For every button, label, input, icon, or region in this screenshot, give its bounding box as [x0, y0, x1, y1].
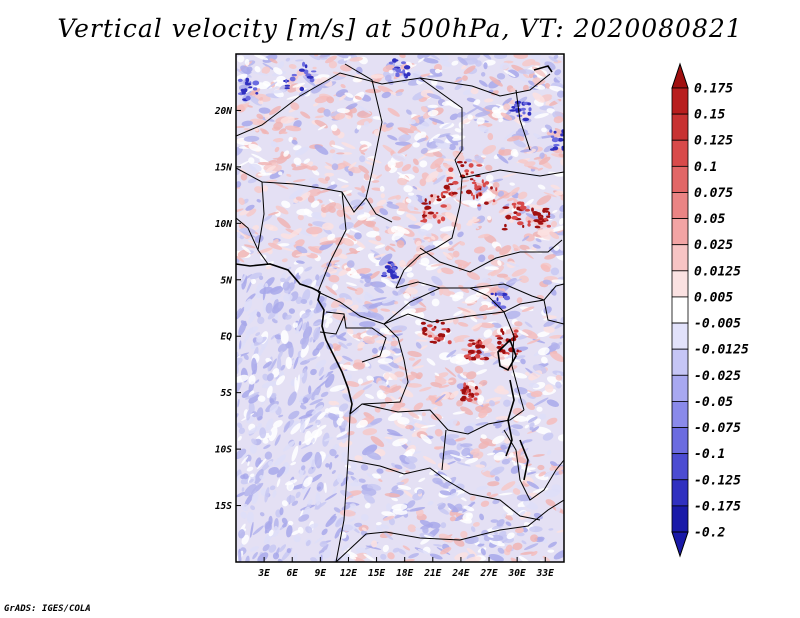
border-line: [383, 311, 505, 325]
colorbar-segment: [671, 139, 689, 167]
colorbar-segment: [671, 218, 689, 246]
lat-tick-label: 10N: [215, 219, 232, 230]
latitude-axis: 20N 15N 10N 5N EQ 5S 10S 15S: [214, 106, 241, 512]
colorbar-label: 0.125: [694, 134, 733, 149]
lon-tick-label: 12E: [340, 568, 357, 579]
colorbar-label: -0.175: [694, 499, 741, 514]
colorbar-label: 0.005: [694, 290, 733, 305]
coastline: [533, 65, 553, 73]
colorbar-label: 0.0125: [694, 264, 741, 279]
colorbar-bottom-arrow: [671, 531, 689, 558]
lon-tick-label: 15E: [368, 568, 385, 579]
lon-tick-label: 6E: [287, 568, 299, 579]
border-line: [344, 63, 393, 223]
colorbar-segment: [671, 427, 689, 455]
colorbar-label: -0.075: [694, 421, 741, 436]
velocity-field: [236, 54, 564, 562]
coastline: [497, 338, 517, 372]
border-line: [419, 73, 551, 97]
lat-tick-label: 15N: [215, 162, 232, 173]
longitude-axis: 3E 6E 9E 12E 15E 18E 21E 24E 27E 30E 33E: [257, 557, 554, 579]
chart-title: Vertical velocity [m/s] at 500hPa, VT: 2…: [57, 14, 743, 43]
lon-tick-label: 21E: [423, 568, 441, 579]
colorbar-label: 0.15: [694, 108, 725, 123]
colorbar-segment: [671, 113, 689, 141]
coastline: [505, 379, 515, 457]
border-line: [257, 181, 265, 251]
border-line: [395, 281, 441, 289]
colorbar-segment: [671, 192, 689, 219]
border-line: [441, 429, 447, 471]
lon-tick-label: 24E: [451, 568, 469, 579]
colorbar-label: 0.05: [694, 212, 725, 227]
colorbar-segment: [671, 348, 689, 376]
border-line: [325, 311, 387, 363]
lat-tick-label: 10S: [215, 445, 232, 456]
colorbar-segment: [671, 505, 689, 533]
lon-tick-label: 33E: [536, 568, 554, 579]
map-frame: [235, 53, 565, 563]
colorbar-label: 0.175: [694, 82, 733, 97]
border-line: [317, 283, 545, 325]
border-line: [461, 169, 564, 179]
lat-tick-label: 15S: [215, 501, 232, 512]
border-line: [319, 315, 345, 335]
colorbar-label: -0.2: [694, 526, 725, 541]
lat-tick-label: 5N: [221, 275, 233, 286]
border-line: [335, 413, 351, 562]
colorbar-segment: [671, 479, 689, 507]
colorbar-segment: [671, 244, 689, 272]
colorbar-segment: [671, 165, 689, 193]
lon-tick-label: 9E: [315, 568, 327, 579]
border-line: [347, 459, 541, 521]
border-line: [515, 89, 531, 151]
colorbar-segment: [671, 296, 689, 324]
colorbar-label: -0.125: [694, 473, 741, 488]
grads-credit: GrADS: IGES/COLA: [4, 604, 91, 614]
colorbar-label: 0.1: [694, 160, 717, 175]
colorbar-label: -0.0125: [694, 343, 749, 358]
lat-tick-label: 5S: [221, 388, 233, 399]
border-line: [236, 217, 269, 265]
colorbar-label: 0.025: [694, 238, 733, 253]
colorbar-segment: [671, 374, 689, 402]
colorbar-top-arrow: [671, 62, 689, 89]
lat-tick-label: EQ: [221, 332, 233, 343]
border-line: [361, 403, 525, 435]
border-line: [335, 499, 564, 562]
coastlines: [236, 65, 553, 481]
border-line: [503, 311, 525, 411]
border-line: [395, 177, 463, 289]
coastline: [236, 263, 353, 415]
colorbar-segment: [671, 453, 689, 481]
colorbar-segment: [671, 401, 689, 428]
border-line: [419, 239, 563, 273]
border-line: [236, 72, 463, 179]
coastline: [519, 439, 529, 481]
lon-tick-label: 30E: [508, 568, 526, 579]
colorbar: 0.175 0.15 0.125 0.1 0.075 0.05 0.025 0.0125 0.0…: [671, 62, 749, 558]
border-line: [503, 429, 564, 501]
lat-tick-label: 20N: [214, 106, 232, 117]
colorbar-label: 0.075: [694, 186, 733, 201]
lon-tick-label: 18E: [396, 568, 413, 579]
border-line: [469, 283, 564, 313]
colorbar-segment: [671, 87, 689, 115]
border-line: [543, 299, 564, 325]
colorbar-label: -0.005: [694, 317, 741, 332]
lon-tick-label: 27E: [479, 568, 497, 579]
country-borders: [236, 63, 564, 562]
colorbar-label: -0.025: [694, 369, 741, 384]
colorbar-label: -0.1: [694, 447, 725, 462]
lon-tick-label: 3E: [257, 568, 270, 579]
border-line: [317, 191, 347, 293]
colorbar-segment: [671, 270, 689, 298]
colorbar-label: -0.05: [694, 395, 733, 410]
colorbar-segment: [671, 322, 689, 350]
